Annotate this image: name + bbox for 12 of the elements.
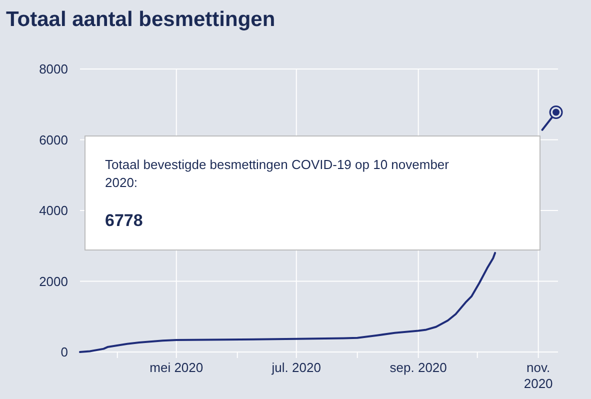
x-tick-label: sep. 2020 [390,360,447,375]
x-tick-label: mei 2020 [150,360,204,375]
chart-title: Totaal aantal besmettingen [6,8,276,31]
y-tick-label: 4000 [39,203,68,218]
y-tick-label: 8000 [39,62,68,77]
x-tick-label: nov. 2020 [524,360,553,391]
annotation: 6778 [105,211,143,230]
y-tick-label: 2000 [39,274,68,289]
y-tick-label: 0 [60,344,68,360]
x-tick-label: jul. 2020 [270,360,321,375]
annotation: Totaal bevestigde besmettingen COVID-19 op 10 november 2020: [105,157,450,190]
y-tick-label: 6000 [39,132,68,148]
